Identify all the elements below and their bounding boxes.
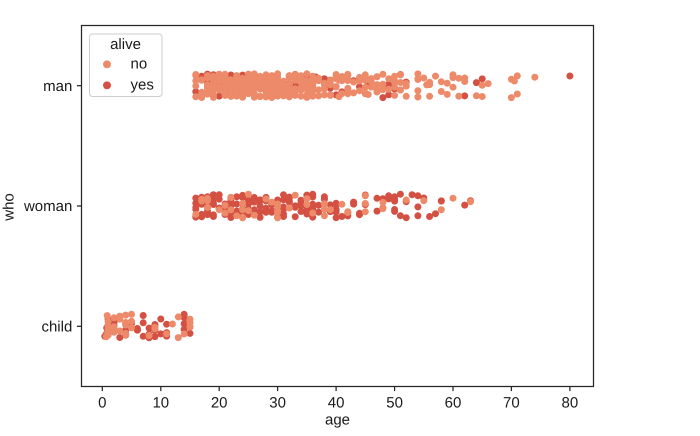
svg-text:age: age: [325, 412, 350, 429]
svg-text:0: 0: [98, 394, 106, 411]
svg-text:no: no: [131, 56, 148, 73]
svg-text:80: 80: [562, 394, 579, 411]
svg-text:10: 10: [152, 394, 169, 411]
svg-text:yes: yes: [131, 77, 154, 94]
svg-text:who: who: [1, 193, 18, 222]
svg-text:man: man: [43, 78, 72, 95]
svg-text:20: 20: [211, 394, 228, 411]
svg-text:alive: alive: [110, 36, 141, 53]
svg-text:child: child: [41, 319, 72, 336]
svg-text:30: 30: [269, 394, 286, 411]
svg-text:50: 50: [386, 394, 403, 411]
svg-text:70: 70: [503, 394, 520, 411]
svg-text:60: 60: [445, 394, 462, 411]
svg-text:woman: woman: [23, 198, 72, 215]
svg-text:40: 40: [328, 394, 345, 411]
